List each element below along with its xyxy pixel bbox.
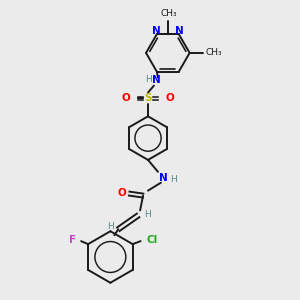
Text: O: O xyxy=(122,94,130,103)
Text: N: N xyxy=(160,173,168,183)
Text: CH₃: CH₃ xyxy=(205,48,222,57)
Text: H: H xyxy=(107,222,114,231)
Text: Cl: Cl xyxy=(147,235,158,245)
Text: O: O xyxy=(165,94,174,103)
Text: H: H xyxy=(145,75,152,84)
Text: S: S xyxy=(144,94,152,103)
Text: H: H xyxy=(170,175,177,184)
Text: H: H xyxy=(144,210,150,219)
Text: N: N xyxy=(152,75,160,85)
Text: N: N xyxy=(152,26,160,36)
Text: CH₃: CH₃ xyxy=(160,9,177,18)
Text: F: F xyxy=(69,235,76,245)
Text: N: N xyxy=(175,26,184,36)
Text: O: O xyxy=(118,188,127,198)
